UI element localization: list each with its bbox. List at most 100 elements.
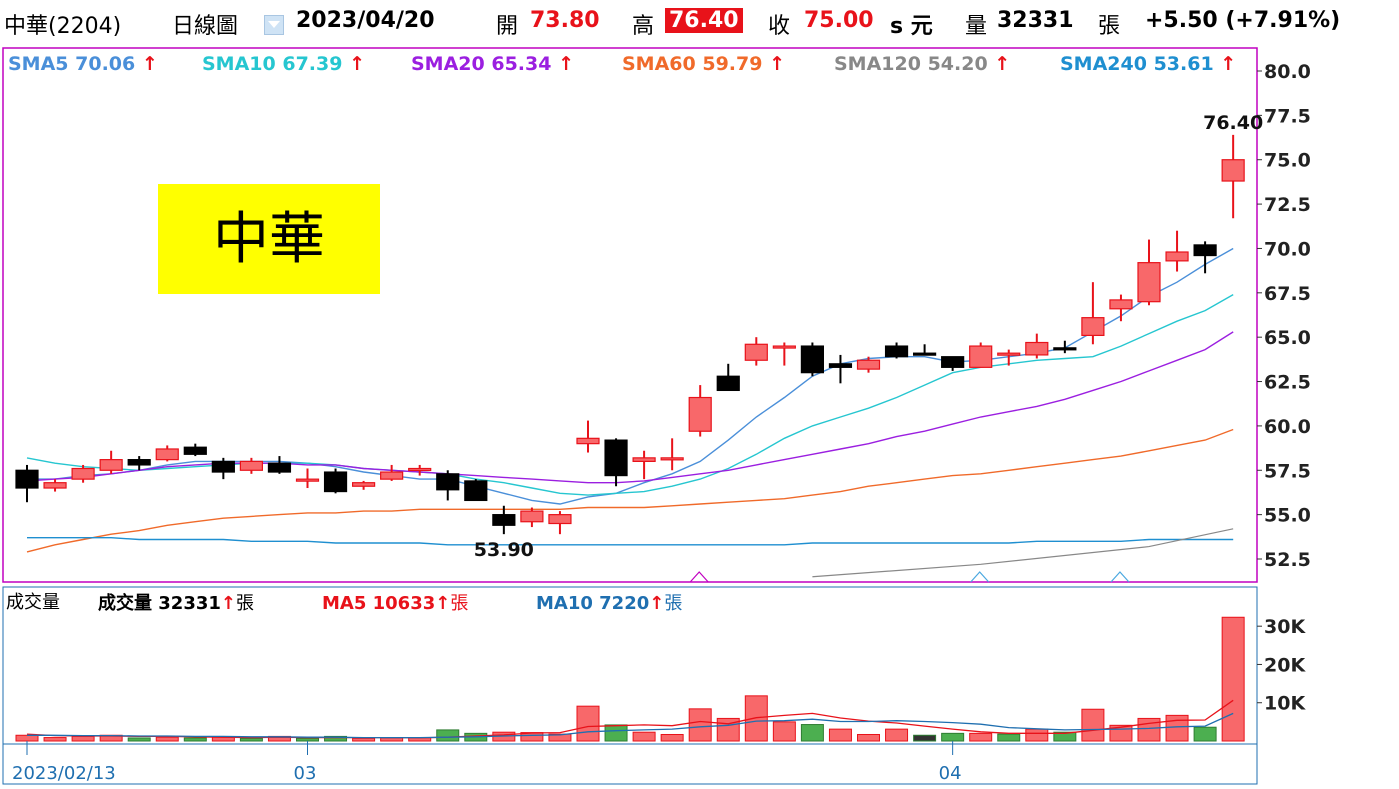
candle-body xyxy=(268,463,290,472)
candle-body xyxy=(577,438,599,443)
candle-body xyxy=(1222,160,1244,181)
volume-bar xyxy=(773,722,795,741)
date-tick-label: 03 xyxy=(294,763,317,784)
candle-body xyxy=(128,460,150,465)
volume-title: 成交量 xyxy=(6,592,60,613)
candle-body xyxy=(493,515,515,526)
volume-legend: 成交量成交量 32331↑張MA5 10633↑張MA10 7220↑張 xyxy=(6,592,682,614)
volume-bar xyxy=(297,738,319,741)
candle-body xyxy=(773,346,795,348)
price-tick-label: 57.5 xyxy=(1264,460,1311,482)
candle-body xyxy=(240,461,262,470)
price-tick-label: 62.5 xyxy=(1264,372,1311,394)
price-tick-label: 55.0 xyxy=(1264,505,1311,527)
volume-bar xyxy=(128,738,150,741)
volume-bar xyxy=(998,734,1020,741)
candle-body xyxy=(16,470,38,488)
candle-body xyxy=(381,472,403,479)
volume-bar xyxy=(605,725,627,741)
price-tick-label: 67.5 xyxy=(1264,283,1311,305)
candle-body xyxy=(409,468,431,470)
sma-legend-sma10: SMA10 67.39 ↑ xyxy=(202,53,365,75)
price-tick-label: 72.5 xyxy=(1264,194,1311,216)
date-tick-label: 2023/02/13 xyxy=(12,763,116,784)
candle-body xyxy=(1110,300,1132,309)
volume-legend-item: MA5 10633↑張 xyxy=(322,593,468,614)
volume-bar xyxy=(970,733,992,741)
candle-body xyxy=(1082,318,1104,336)
candle-body xyxy=(914,353,936,355)
volume-bar xyxy=(745,696,767,741)
candle-body xyxy=(605,440,627,475)
candle-body xyxy=(353,483,375,487)
volume-bar xyxy=(801,725,823,741)
candle xyxy=(465,479,487,500)
volume-y-axis: 30K 20K 10K xyxy=(1257,616,1306,715)
price-tick-label: 60.0 xyxy=(1264,416,1311,438)
candle-body xyxy=(44,483,66,488)
candle-body xyxy=(717,376,739,390)
price-tick-label: 77.5 xyxy=(1264,105,1311,127)
sma-legend-sma5: SMA5 70.06 ↑ xyxy=(8,53,158,75)
candle-body xyxy=(465,481,487,501)
volume-bar xyxy=(184,738,206,741)
volume-tick-label: 10K xyxy=(1264,693,1306,715)
price-tick-label: 75.0 xyxy=(1264,150,1311,172)
volume-bar xyxy=(661,734,683,741)
volume-bar xyxy=(1082,709,1104,741)
candle-body xyxy=(212,461,234,472)
candle-body xyxy=(745,344,767,360)
date-axis-frame xyxy=(3,744,1257,784)
volume-bar xyxy=(1026,729,1048,741)
candle-body xyxy=(325,472,347,492)
candle-body xyxy=(184,447,206,454)
sma-legend-sma240: SMA240 53.61 ↑ xyxy=(1060,53,1236,75)
candle xyxy=(325,468,347,493)
volume-bar xyxy=(353,738,375,741)
volume-bar xyxy=(914,735,936,741)
volume-legend-item: MA10 7220↑張 xyxy=(536,593,682,614)
price-tick-label: 80.0 xyxy=(1264,61,1311,83)
volume-bar xyxy=(16,735,38,741)
candle-body xyxy=(858,360,880,369)
volume-bar xyxy=(829,729,851,741)
volume-bar xyxy=(942,733,964,741)
volume-bar xyxy=(1138,718,1160,741)
price-annotation: 53.90 xyxy=(474,539,534,561)
volume-bar xyxy=(72,736,94,741)
candle-body xyxy=(156,449,178,460)
volume-bar xyxy=(886,729,908,741)
candle-body xyxy=(1054,348,1076,350)
candle-body xyxy=(100,460,122,471)
candle-body xyxy=(1194,245,1216,256)
volume-tick-label: 30K xyxy=(1264,616,1306,638)
candle-body xyxy=(72,468,94,479)
candle-body xyxy=(1026,343,1048,355)
volume-bar xyxy=(577,706,599,741)
volume-bar xyxy=(1166,715,1188,741)
sma-legend-sma20: SMA20 65.34 ↑ xyxy=(411,53,574,75)
volume-bar xyxy=(633,732,655,741)
candle-body xyxy=(689,398,711,432)
candle-body xyxy=(886,346,908,357)
sma-legend-sma120: SMA120 54.20 ↑ xyxy=(834,53,1010,75)
candle-body xyxy=(437,474,459,490)
candle-body xyxy=(1138,263,1160,302)
candle-body xyxy=(549,515,571,524)
candle xyxy=(970,343,992,368)
volume-tick-label: 20K xyxy=(1264,654,1306,676)
volume-bar xyxy=(1194,727,1216,741)
volume-bar xyxy=(381,738,403,741)
price-tick-label: 70.0 xyxy=(1264,238,1311,260)
candle-body xyxy=(633,458,655,462)
volume-bar xyxy=(44,738,66,741)
candle-body xyxy=(970,346,992,367)
candle-body xyxy=(297,479,319,481)
volume-bar xyxy=(156,737,178,741)
price-tick-label: 52.5 xyxy=(1264,549,1311,571)
price-annotation: 76.40 xyxy=(1203,112,1263,134)
candle xyxy=(801,343,823,377)
candle-body xyxy=(998,353,1020,355)
price-tick-label: 65.0 xyxy=(1264,327,1311,349)
